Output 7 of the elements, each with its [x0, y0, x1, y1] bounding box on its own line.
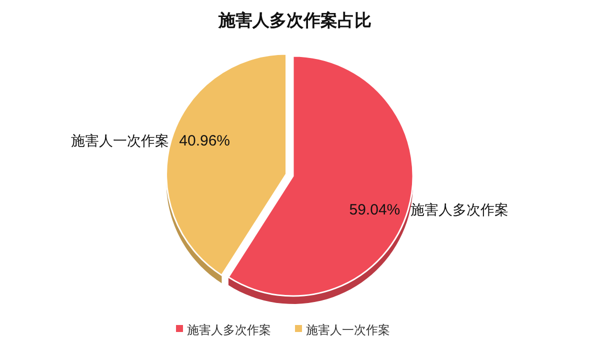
slice-label: 施害人多次作案	[410, 202, 508, 219]
slice-label: 施害人一次作案	[70, 132, 169, 150]
legend-label: 施害人一次作案	[306, 323, 390, 337]
data-label: 40.96%	[179, 132, 230, 150]
chart-title: 施害人多次作案占比	[218, 10, 372, 31]
legend-label: 施害人多次作案	[187, 323, 271, 337]
data-label: 59.04%	[349, 202, 400, 219]
